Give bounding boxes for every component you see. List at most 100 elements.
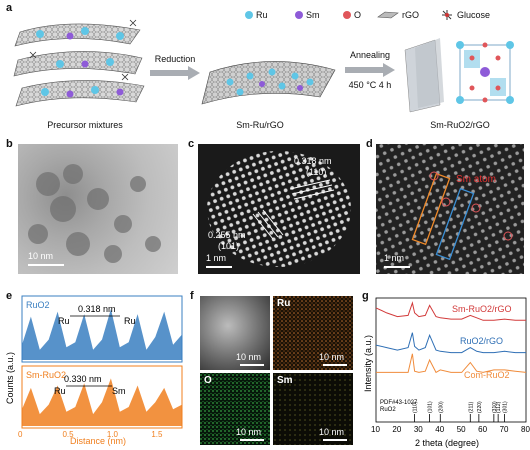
atom-lattice-d [376, 144, 524, 274]
hkl-101: (101) [218, 241, 240, 251]
hkl-110: (110) [306, 167, 327, 177]
xrd-x-tick: 70 [500, 425, 509, 434]
scale-text-b: 10 nm [28, 251, 54, 261]
xrd-hkl-label: (211) [468, 401, 474, 413]
profile-bot-left-atom: Ru [54, 386, 66, 396]
xrd-line-0 [375, 301, 526, 321]
xrd-hkl-labels: (110) (101) (200) (211) (220) (310)(112) (301) [413, 401, 509, 413]
legend-sm: Sm [295, 10, 320, 20]
xrd-x-ticks: 10 20 30 40 50 60 70 80 [371, 425, 530, 434]
xrd-line-1 [375, 332, 526, 354]
stage2-caption: Sm-Ru/rGO [236, 120, 284, 130]
legend-glucose: Glucose [440, 8, 490, 22]
profile-top-dist: 0.318 nm [78, 304, 116, 314]
scale-bar-f1 [240, 364, 264, 366]
profile-bottom-frame [21, 365, 183, 429]
profile-series-top [22, 309, 182, 360]
legend-ru-label: Ru [256, 10, 268, 20]
scale-bar-f4 [323, 439, 347, 441]
profile-area-ruo2 [22, 309, 182, 360]
lattice-pattern [207, 151, 351, 267]
profile-y-label: Counts (a.u.) [5, 352, 15, 404]
sm-map: Sm 10 nm [273, 373, 353, 445]
ru-map-title: Ru [277, 298, 291, 309]
scale-bar-f3 [240, 439, 264, 441]
scale-text-f2: 10 nm [319, 352, 345, 362]
scale-text-c: 1 nm [206, 253, 227, 263]
profile-x-tick: 1.0 [107, 430, 119, 439]
stage3-caption: Sm-RuO2/rGO [430, 120, 490, 130]
profile-x-tick: 0 [18, 430, 23, 439]
legend-o: O [343, 10, 361, 20]
xrd-series3-label: Com-RuO2 [464, 370, 510, 380]
panel-d-label: d [366, 138, 373, 150]
profile-x-label: Distance (nm) [70, 436, 126, 446]
xrd-x-tick: 50 [457, 425, 466, 434]
profile-x-tick: 1.5 [151, 430, 163, 439]
reduction-arrow-icon [150, 66, 200, 80]
scale-text-d: 1 nm [384, 253, 405, 263]
panel-g-label: g [362, 290, 369, 302]
annealing-label: Annealing [349, 50, 391, 60]
panel-e-label: e [6, 290, 13, 302]
glucose-icon [442, 10, 452, 20]
sm-ru-rgo-illustration [201, 61, 336, 105]
o-dot-icon [343, 11, 351, 19]
xrd-hkl-label: (220) [477, 401, 483, 413]
scale-bar-b [28, 264, 64, 266]
xrd-hkl-label: (310) [492, 401, 498, 413]
ru-dot-icon [245, 11, 253, 19]
precursor-mixture-illustration [13, 19, 145, 107]
xrd-series [375, 301, 527, 374]
profile-x-tick: 0.5 [62, 430, 74, 439]
tem-particles [28, 164, 161, 263]
sm-map-speckle [273, 373, 353, 445]
ru-map: Ru 10 nm [273, 296, 353, 370]
rgo-sheet-icon [377, 11, 399, 19]
d-spacing-101: 0.255 nm [208, 230, 246, 240]
legend-o-label: O [354, 10, 362, 20]
scale-text-f1: 10 nm [236, 352, 262, 362]
xrd-x-tick: 60 [478, 425, 487, 434]
xrd-x-tick: 40 [435, 425, 444, 434]
line-profile-chart: 0 0.5 1.0 1.5 RuO2 0.318 nm Ru Ru Sm-RuO2 0… [5, 295, 183, 446]
xrd-hkl-label: (101) [428, 401, 434, 413]
tem-image-b: 10 nm [18, 144, 178, 274]
haadf-map: 10 nm [200, 296, 270, 370]
scale-bar-c [206, 266, 232, 268]
xrd-x-tick: 80 [521, 425, 530, 434]
panel-c-label: c [188, 138, 195, 150]
xrd-hkl-label: (110) [413, 401, 419, 413]
panel-f-label: f [190, 290, 194, 302]
xrd-x-tick: 10 [371, 425, 380, 434]
profile-bot-right-atom: Sm [112, 386, 126, 396]
haadf-image-d: Sm atom 1 nm [376, 144, 524, 274]
legend-ru: Ru [245, 10, 268, 20]
profile-area-sm-ruo2 [22, 378, 182, 426]
xrd-series2-label: RuO2/rGO [460, 336, 503, 346]
profile-bot-dist: 0.330 nm [64, 374, 102, 384]
xrd-hkl-label: (301) [503, 401, 509, 413]
xrd-chart: 10 20 30 40 50 60 70 80 (110) (101) (200) (211) (22… [363, 297, 530, 448]
o-map-title: O [204, 375, 212, 386]
xrd-pdf-phase: RuO2 [380, 407, 396, 413]
sm-dot-icon [295, 11, 303, 19]
o-map-speckle [200, 373, 270, 445]
sm-ruo2-rgo-illustration [404, 38, 514, 113]
xrd-x-tick: 20 [392, 425, 401, 434]
xrd-series1-label: Sm-RuO2/rGO [452, 304, 512, 314]
xrd-pdf-label: PDF#43-1027 [380, 400, 418, 406]
xrd-hkl-label: (200) [438, 401, 444, 413]
legend-sm-label: Sm [306, 10, 320, 20]
hrtem-image-c: 0.318 nm (110) 0.255 nm (101) 1 nm [198, 144, 360, 274]
xrd-reference-bars [414, 414, 505, 422]
legend-rgo: rGO [377, 10, 419, 20]
panel-b-label: b [6, 138, 13, 150]
o-map: O 10 nm [200, 373, 270, 445]
xrd-line-2 [376, 353, 527, 374]
scale-bar-f2 [323, 364, 347, 366]
profile-bot-title: Sm-RuO2 [26, 370, 66, 380]
scale-bar-d [384, 266, 410, 268]
annealing-arrow-icon [345, 63, 395, 77]
d-spacing-110: 0.318 nm [294, 156, 332, 166]
